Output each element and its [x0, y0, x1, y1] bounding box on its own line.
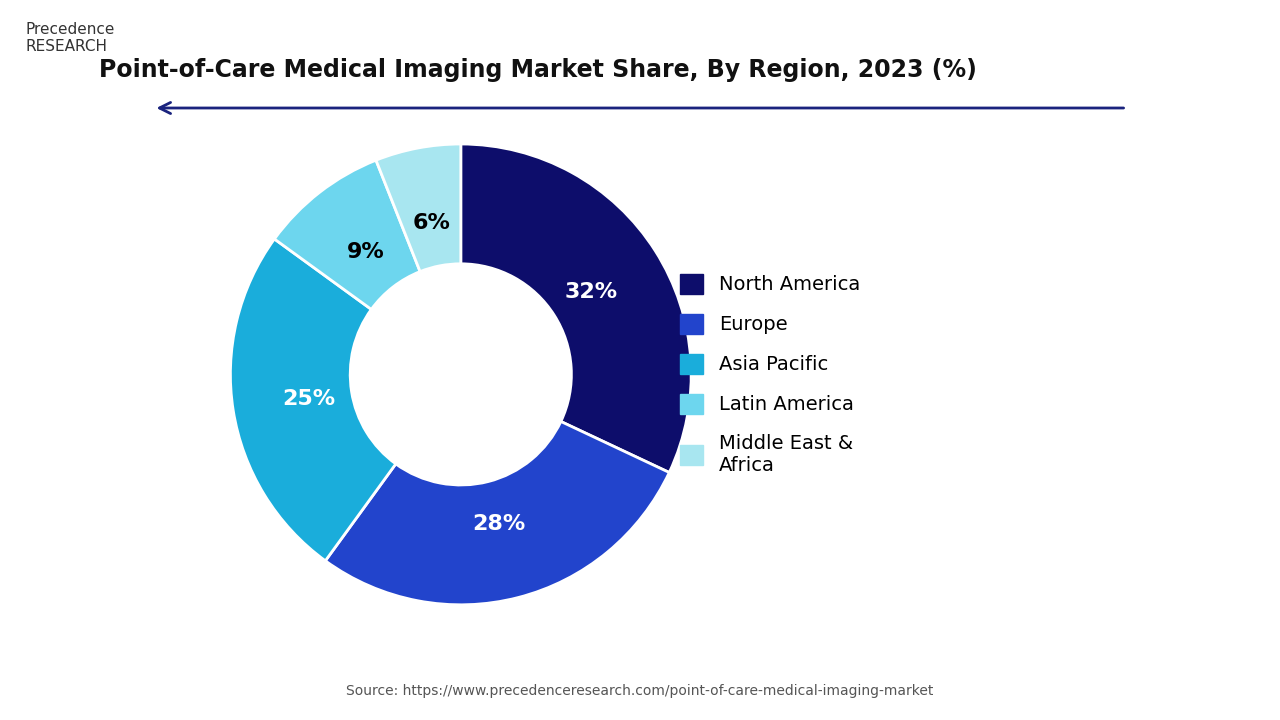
Text: Point-of-Care Medical Imaging Market Share, By Region, 2023 (%): Point-of-Care Medical Imaging Market Sha…	[99, 58, 977, 81]
Text: 25%: 25%	[282, 389, 335, 408]
Wedge shape	[274, 160, 420, 310]
Text: 28%: 28%	[472, 514, 526, 534]
Text: 9%: 9%	[347, 243, 385, 262]
Wedge shape	[376, 144, 461, 271]
Wedge shape	[325, 421, 669, 605]
Wedge shape	[461, 144, 691, 472]
Text: 32%: 32%	[564, 282, 618, 302]
Text: 6%: 6%	[413, 213, 451, 233]
Text: Source: https://www.precedenceresearch.com/point-of-care-medical-imaging-market: Source: https://www.precedenceresearch.c…	[347, 685, 933, 698]
Text: Precedence
RESEARCH: Precedence RESEARCH	[26, 22, 115, 54]
Legend: North America, Europe, Asia Pacific, Latin America, Middle East &
Africa: North America, Europe, Asia Pacific, Lat…	[672, 266, 868, 482]
Wedge shape	[230, 239, 396, 561]
